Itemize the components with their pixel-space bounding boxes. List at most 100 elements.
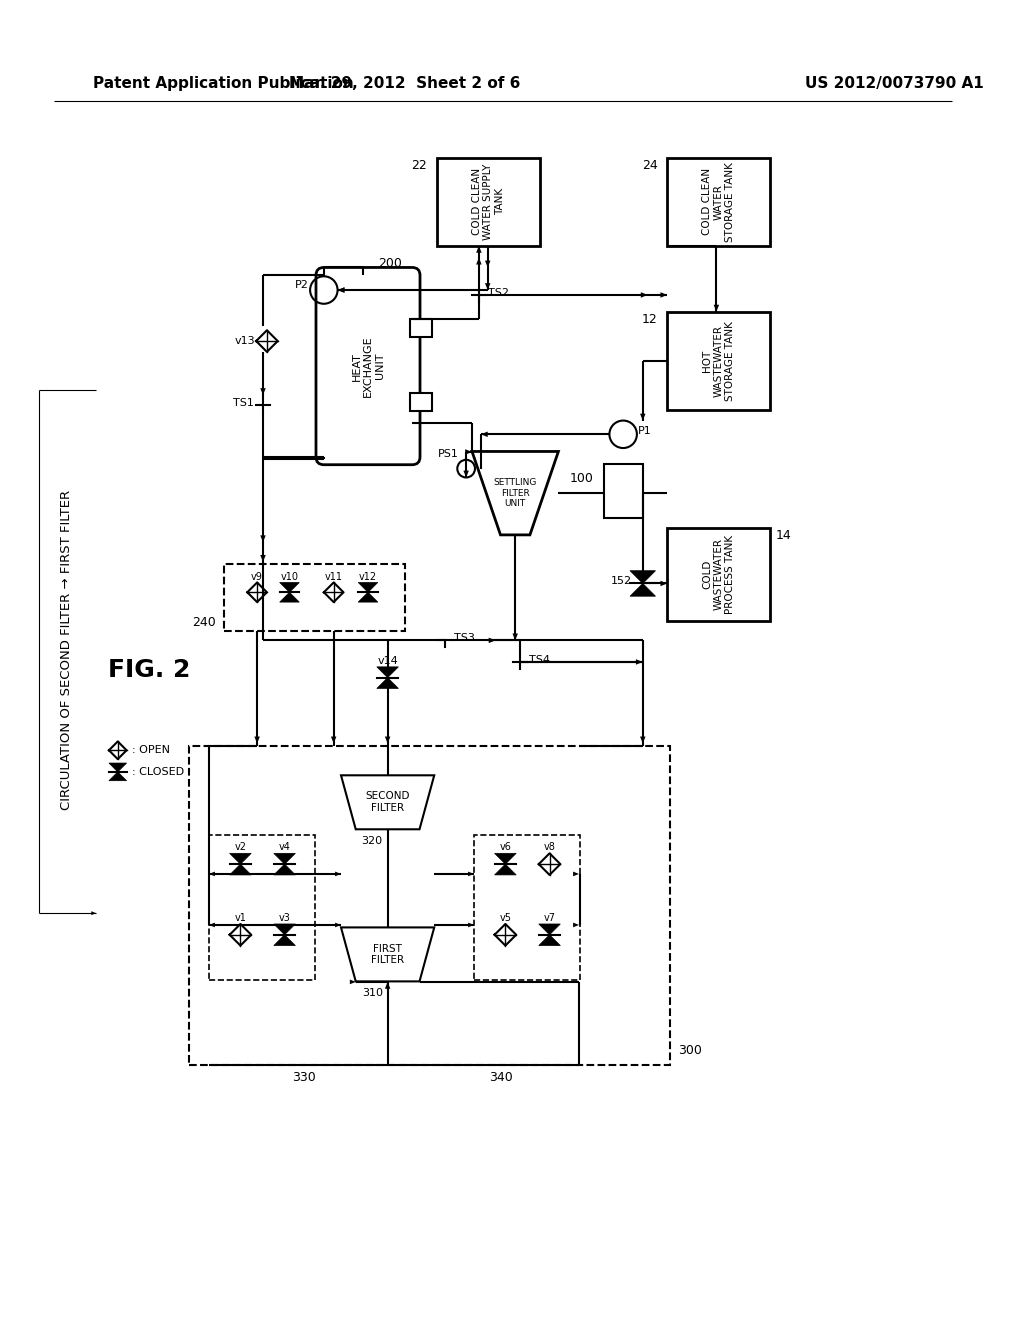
Polygon shape xyxy=(640,413,645,421)
Text: v13: v13 xyxy=(236,337,256,346)
Text: v4: v4 xyxy=(279,842,291,853)
Text: 24: 24 xyxy=(642,158,657,172)
Text: 152: 152 xyxy=(610,576,632,586)
Text: FIG. 2: FIG. 2 xyxy=(108,657,190,682)
Bar xyxy=(224,564,406,631)
Text: v14: v14 xyxy=(377,656,398,667)
Text: 310: 310 xyxy=(361,989,383,998)
Bar xyxy=(436,157,540,246)
Polygon shape xyxy=(640,737,645,743)
Text: v12: v12 xyxy=(359,572,377,582)
Polygon shape xyxy=(335,923,341,928)
Text: 340: 340 xyxy=(488,1071,512,1084)
FancyBboxPatch shape xyxy=(316,268,420,465)
Polygon shape xyxy=(385,737,390,743)
Bar xyxy=(411,319,432,337)
Text: v5: v5 xyxy=(500,913,511,923)
Polygon shape xyxy=(209,871,215,876)
Bar xyxy=(668,157,770,246)
Polygon shape xyxy=(229,865,251,875)
Text: TS3: TS3 xyxy=(454,634,474,643)
Text: v6: v6 xyxy=(500,842,511,853)
Polygon shape xyxy=(641,292,648,298)
Text: FIRST
FILTER: FIRST FILTER xyxy=(371,944,404,965)
Polygon shape xyxy=(280,582,299,593)
Polygon shape xyxy=(273,924,295,935)
Text: 200: 200 xyxy=(378,257,401,271)
Polygon shape xyxy=(512,634,518,640)
Text: v8: v8 xyxy=(544,842,555,853)
Text: US 2012/0073790 A1: US 2012/0073790 A1 xyxy=(805,77,983,91)
Polygon shape xyxy=(254,737,260,743)
Text: : OPEN: : OPEN xyxy=(132,746,170,755)
Text: TS2: TS2 xyxy=(488,288,509,298)
Polygon shape xyxy=(573,871,579,876)
Polygon shape xyxy=(377,667,398,677)
Polygon shape xyxy=(495,865,516,875)
Text: v11: v11 xyxy=(325,572,343,582)
Bar xyxy=(668,528,770,620)
Polygon shape xyxy=(714,305,719,312)
Text: 14: 14 xyxy=(775,529,791,543)
Polygon shape xyxy=(476,246,481,252)
Text: Patent Application Publication: Patent Application Publication xyxy=(93,77,354,91)
Bar xyxy=(668,312,770,409)
Polygon shape xyxy=(260,536,266,543)
Polygon shape xyxy=(260,554,266,562)
Text: v2: v2 xyxy=(234,842,247,853)
Polygon shape xyxy=(539,935,560,945)
Text: P1: P1 xyxy=(638,426,651,437)
Text: v10: v10 xyxy=(281,572,298,582)
Text: 320: 320 xyxy=(361,836,383,846)
Polygon shape xyxy=(358,582,378,593)
Polygon shape xyxy=(338,288,344,293)
Polygon shape xyxy=(273,935,295,945)
Bar xyxy=(209,834,315,979)
Text: v7: v7 xyxy=(544,913,556,923)
Text: 12: 12 xyxy=(642,313,657,326)
Text: PS1: PS1 xyxy=(438,449,459,459)
Text: SETTLING
FILTER
UNIT: SETTLING FILTER UNIT xyxy=(494,478,537,508)
Text: 100: 100 xyxy=(569,473,593,484)
Polygon shape xyxy=(472,451,558,535)
Polygon shape xyxy=(229,853,251,865)
Polygon shape xyxy=(573,923,579,928)
Polygon shape xyxy=(464,471,469,478)
Polygon shape xyxy=(468,923,474,928)
Polygon shape xyxy=(385,982,390,989)
Polygon shape xyxy=(91,911,96,915)
Polygon shape xyxy=(485,284,490,290)
Polygon shape xyxy=(331,737,337,743)
Text: COLD CLEAN
WATER SUPPLY
TANK: COLD CLEAN WATER SUPPLY TANK xyxy=(472,164,505,240)
Polygon shape xyxy=(341,775,434,829)
Polygon shape xyxy=(476,257,481,264)
Text: 240: 240 xyxy=(193,616,216,630)
Polygon shape xyxy=(273,853,295,865)
Polygon shape xyxy=(630,583,655,597)
Text: CIRCULATION OF SECOND FILTER → FIRST FILTER: CIRCULATION OF SECOND FILTER → FIRST FIL… xyxy=(60,490,74,810)
Text: v3: v3 xyxy=(279,913,291,923)
Bar xyxy=(189,746,671,1065)
Polygon shape xyxy=(280,593,299,602)
Polygon shape xyxy=(209,923,215,928)
Text: P2: P2 xyxy=(295,280,309,290)
Polygon shape xyxy=(465,449,472,454)
Polygon shape xyxy=(539,924,560,935)
Polygon shape xyxy=(468,871,474,876)
Text: COLD
WASTEWATER
PROCESS TANK: COLD WASTEWATER PROCESS TANK xyxy=(702,535,735,614)
Polygon shape xyxy=(338,288,344,293)
Bar xyxy=(474,834,580,979)
Bar xyxy=(603,463,643,517)
Text: TS1: TS1 xyxy=(232,397,254,408)
Text: TS4: TS4 xyxy=(529,655,550,665)
Polygon shape xyxy=(260,388,266,395)
Polygon shape xyxy=(660,292,668,298)
Polygon shape xyxy=(630,570,655,583)
Text: v9: v9 xyxy=(251,572,263,582)
Text: 22: 22 xyxy=(411,158,427,172)
Text: SECOND
FILTER: SECOND FILTER xyxy=(366,792,410,813)
Polygon shape xyxy=(341,928,434,981)
Bar xyxy=(411,393,432,411)
Polygon shape xyxy=(636,659,643,665)
Polygon shape xyxy=(109,763,127,772)
